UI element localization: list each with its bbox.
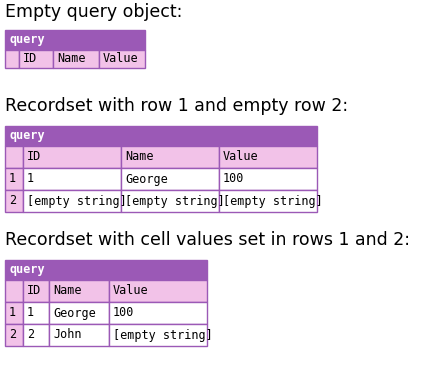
Bar bbox=[219, 190, 316, 212]
Bar bbox=[5, 146, 23, 168]
Bar bbox=[5, 280, 23, 302]
Bar bbox=[219, 146, 316, 168]
Bar bbox=[5, 50, 19, 68]
Text: query: query bbox=[10, 34, 46, 47]
Text: Value: Value bbox=[103, 52, 138, 65]
Text: query: query bbox=[10, 264, 46, 277]
Text: Recordset with row 1 and empty row 2:: Recordset with row 1 and empty row 2: bbox=[5, 97, 347, 115]
Bar bbox=[23, 280, 49, 302]
Text: Value: Value bbox=[113, 285, 148, 298]
Text: 1: 1 bbox=[27, 306, 34, 319]
Text: George: George bbox=[125, 173, 167, 186]
Text: 1: 1 bbox=[9, 173, 16, 186]
Text: 1: 1 bbox=[27, 173, 34, 186]
Text: John: John bbox=[53, 329, 81, 342]
Bar bbox=[5, 168, 23, 190]
Bar bbox=[5, 126, 316, 146]
Text: 2: 2 bbox=[27, 329, 34, 342]
Bar bbox=[5, 260, 207, 280]
Text: [empty string]: [empty string] bbox=[125, 194, 224, 207]
Text: [empty string]: [empty string] bbox=[222, 194, 322, 207]
Text: 2: 2 bbox=[9, 194, 16, 207]
Bar bbox=[109, 280, 207, 302]
Text: [empty string]: [empty string] bbox=[27, 194, 127, 207]
Bar bbox=[5, 302, 23, 324]
Bar bbox=[23, 190, 121, 212]
Text: Name: Name bbox=[125, 151, 153, 163]
Bar bbox=[5, 30, 145, 50]
Text: Name: Name bbox=[57, 52, 85, 65]
Bar bbox=[5, 324, 23, 346]
Text: Recordset with cell values set in rows 1 and 2:: Recordset with cell values set in rows 1… bbox=[5, 231, 409, 249]
Text: ID: ID bbox=[27, 285, 41, 298]
Text: Empty query object:: Empty query object: bbox=[5, 3, 182, 21]
Bar bbox=[99, 50, 145, 68]
Bar bbox=[49, 302, 109, 324]
Text: Name: Name bbox=[53, 285, 81, 298]
Bar bbox=[121, 168, 219, 190]
Bar bbox=[219, 168, 316, 190]
Bar bbox=[23, 302, 49, 324]
Text: Value: Value bbox=[222, 151, 258, 163]
Bar bbox=[49, 324, 109, 346]
Text: 2: 2 bbox=[9, 329, 16, 342]
Bar bbox=[109, 324, 207, 346]
Text: ID: ID bbox=[23, 52, 37, 65]
Bar bbox=[109, 302, 207, 324]
Bar bbox=[23, 146, 121, 168]
Bar bbox=[121, 146, 219, 168]
Bar bbox=[53, 50, 99, 68]
Bar bbox=[121, 190, 219, 212]
Text: 100: 100 bbox=[113, 306, 134, 319]
Bar bbox=[19, 50, 53, 68]
Bar bbox=[23, 168, 121, 190]
Text: query: query bbox=[10, 129, 46, 142]
Bar bbox=[23, 324, 49, 346]
Text: ID: ID bbox=[27, 151, 41, 163]
Text: George: George bbox=[53, 306, 95, 319]
Bar bbox=[5, 190, 23, 212]
Bar bbox=[49, 280, 109, 302]
Text: 1: 1 bbox=[9, 306, 16, 319]
Text: 100: 100 bbox=[222, 173, 244, 186]
Text: [empty string]: [empty string] bbox=[113, 329, 212, 342]
